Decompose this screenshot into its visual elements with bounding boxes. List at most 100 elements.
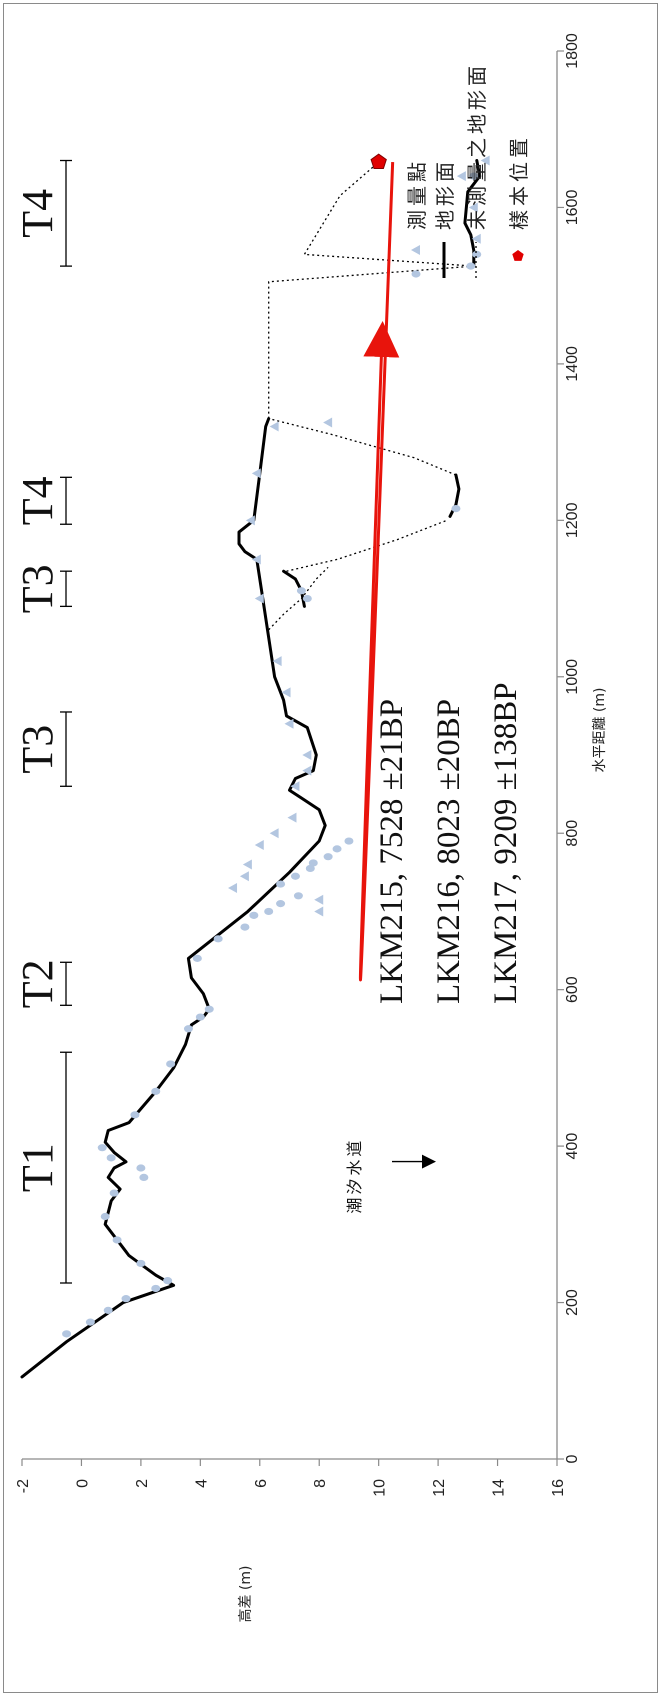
survey-point-triangle bbox=[254, 839, 264, 850]
elevation-tick-label: 0 bbox=[74, 1479, 91, 1488]
elevation-tick-label: -2 bbox=[15, 1479, 32, 1493]
distance-tick-label: 600 bbox=[564, 976, 581, 1003]
survey-point-circle bbox=[323, 853, 333, 861]
survey-point-triangle bbox=[468, 202, 478, 213]
survey-point-circle bbox=[166, 1060, 176, 1068]
survey-point-triangle bbox=[254, 593, 264, 604]
terrace-label: T4 bbox=[13, 476, 62, 525]
survey-point-circle bbox=[192, 954, 202, 962]
elevation-tick-label: 14 bbox=[491, 1479, 508, 1497]
survey-point-triangle bbox=[281, 687, 291, 698]
legend-label: 測量點 bbox=[405, 158, 429, 230]
survey-point-circle bbox=[183, 1025, 193, 1033]
survey-point-triangle bbox=[290, 781, 300, 792]
sample-location-marker bbox=[370, 153, 387, 169]
survey-point-triangle bbox=[284, 718, 294, 729]
survey-point-circle bbox=[249, 911, 259, 919]
terrace-label: T4 bbox=[13, 189, 62, 238]
survey-point-circle bbox=[130, 1111, 140, 1119]
distance-tick-label: 800 bbox=[564, 820, 581, 847]
elevation-tick-label: 6 bbox=[253, 1479, 270, 1488]
distance-tick-label: 0 bbox=[564, 1454, 581, 1463]
unsurveyed-surface-line bbox=[268, 566, 329, 631]
distance-tick-label: 400 bbox=[564, 1133, 581, 1160]
sample-age-label: LKM215, 7528 ±21BP bbox=[374, 699, 410, 1004]
survey-point-circle bbox=[100, 1212, 110, 1221]
distance-axis-title: 水平距離 (m) bbox=[591, 687, 608, 772]
terrain-surface-line bbox=[20, 417, 327, 1379]
survey-point-circle bbox=[344, 837, 354, 845]
survey-point-triangle bbox=[314, 906, 324, 917]
survey-point-circle bbox=[466, 262, 476, 270]
survey-point-triangle bbox=[245, 515, 255, 526]
elevation-tick-label: 4 bbox=[193, 1479, 210, 1488]
elevation-tick-label: 10 bbox=[372, 1479, 389, 1497]
terrace-label: T3 bbox=[13, 725, 62, 774]
distance-tick-label: 1000 bbox=[564, 659, 581, 695]
survey-point-circle bbox=[302, 594, 312, 603]
elevation-tick-label: 2 bbox=[134, 1479, 151, 1488]
survey-point-circle bbox=[136, 1164, 146, 1172]
survey-point-triangle bbox=[272, 656, 282, 667]
elevation-tick-label: 12 bbox=[431, 1479, 448, 1497]
survey-point-triangle bbox=[269, 828, 279, 839]
elevation-axis-title: 高差 (m) bbox=[237, 1565, 254, 1622]
survey-point-circle bbox=[97, 1144, 107, 1152]
terrain-surface-line bbox=[463, 159, 482, 268]
survey-point-triangle bbox=[302, 750, 312, 760]
terrace-label: T1 bbox=[13, 1143, 62, 1192]
survey-point-triangle bbox=[251, 468, 261, 479]
legend-pentagon-marker bbox=[512, 250, 524, 261]
distance-tick-label: 1600 bbox=[564, 190, 581, 226]
survey-point-circle bbox=[151, 1284, 161, 1293]
survey-point-triangle bbox=[302, 765, 312, 776]
legend-circle-marker bbox=[411, 270, 421, 278]
survey-point-circle bbox=[62, 1330, 72, 1338]
tidal-channel-annotation: 潮汐水道 bbox=[345, 1138, 364, 1214]
survey-point-circle bbox=[151, 1087, 161, 1095]
legend-label: 未測量之地形面 bbox=[465, 62, 489, 230]
sample-age-label: LKM216, 8023 ±20BP bbox=[431, 699, 467, 1004]
survey-point-circle bbox=[85, 1318, 95, 1326]
survey-point-circle bbox=[332, 845, 342, 853]
survey-point-circle bbox=[305, 864, 315, 873]
profile-chart: -2 0 2 4 6 8 10 12 14 16 高差 (m) 0 200 400 600 800 1000 12… bbox=[13, 33, 608, 1622]
unsurveyed-surface-line bbox=[268, 417, 457, 476]
elevation-tick-label: 16 bbox=[550, 1479, 567, 1497]
survey-point-circle bbox=[106, 1154, 116, 1162]
legend-label: 樣本位置 bbox=[507, 134, 531, 230]
survey-point-circle bbox=[204, 1005, 214, 1013]
survey-point-circle bbox=[103, 1306, 113, 1314]
survey-point-circle bbox=[195, 1013, 205, 1021]
survey-point-triangle bbox=[471, 233, 481, 244]
survey-point-circle bbox=[451, 505, 461, 513]
terrace-label: T3 bbox=[13, 564, 62, 613]
survey-point-triangle bbox=[251, 554, 261, 565]
survey-point-triangle bbox=[269, 421, 279, 432]
survey-point-triangle bbox=[323, 417, 333, 428]
survey-point-circle bbox=[213, 935, 223, 943]
survey-point-triangle bbox=[228, 882, 238, 893]
survey-point-circle bbox=[472, 250, 482, 258]
survey-point-circle bbox=[121, 1295, 131, 1303]
distance-tick-label: 1400 bbox=[564, 346, 581, 382]
survey-point-circle bbox=[264, 907, 274, 916]
sample-age-label: LKM217, 9209 ±138BP bbox=[488, 682, 524, 1004]
survey-point-circle bbox=[240, 923, 250, 931]
survey-point-circle bbox=[296, 587, 306, 595]
legend-label: 地形面 bbox=[433, 158, 457, 230]
sample-red-arrow bbox=[358, 162, 400, 982]
elevation-tick-label: 8 bbox=[312, 1479, 329, 1488]
survey-point-triangle bbox=[239, 871, 249, 882]
figure-frame: -2 0 2 4 6 8 10 12 14 16 高差 (m) 0 200 400 600 800 1000 12… bbox=[3, 3, 658, 1693]
unsurveyed-surface-line bbox=[286, 519, 448, 572]
survey-point-triangle bbox=[287, 812, 297, 823]
distance-tick-label: 200 bbox=[564, 1289, 581, 1316]
survey-point-triangle bbox=[314, 894, 324, 905]
survey-point-circle bbox=[136, 1259, 146, 1268]
survey-point-circle bbox=[290, 872, 300, 880]
survey-point-circle bbox=[469, 172, 479, 180]
survey-point-circle bbox=[276, 900, 286, 908]
survey-point-circle bbox=[139, 1173, 149, 1181]
legend-triangle-marker bbox=[411, 245, 420, 255]
